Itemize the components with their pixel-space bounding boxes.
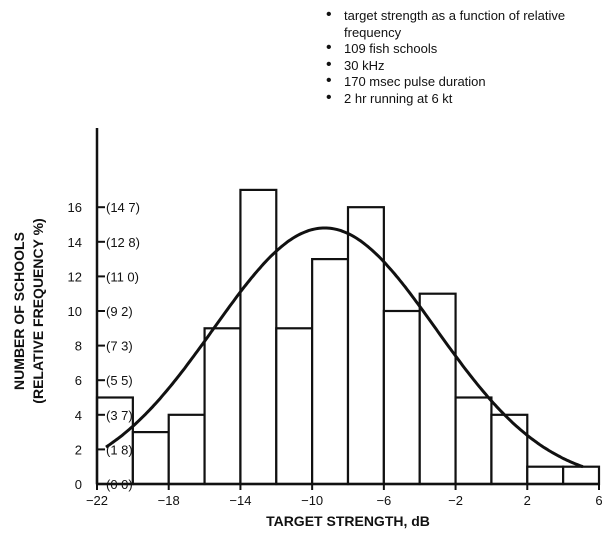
histogram-bar: [131, 431, 170, 486]
y-tick-relative: (9 2): [106, 304, 133, 319]
x-tick-label: −22: [86, 493, 108, 508]
y-tick-count: 2: [75, 442, 82, 457]
histogram-bar: [562, 465, 601, 486]
x-tick-label: −2: [448, 493, 463, 508]
annotation-5: 2 hr running at 6 kt: [326, 90, 602, 108]
y-tick-count: 14: [68, 235, 82, 250]
x-tick-label: −14: [229, 493, 251, 508]
x-axis-title: TARGET STRENGTH, dB: [266, 513, 430, 529]
y-tick-count: 8: [75, 339, 82, 354]
y-tick-count: 12: [68, 269, 82, 284]
y-tick-relative: (1 8): [106, 442, 133, 457]
chart-annotations: target strength as a function of relativ…: [326, 7, 602, 108]
histogram-bar: [454, 396, 493, 486]
y-axis-title-line2: (RELATIVE FREQUENCY %): [30, 218, 46, 403]
x-tick-label: 6: [595, 493, 602, 508]
annotation-4: 170 msec pulse duration: [326, 73, 602, 91]
y-tick-relative: (5 5): [106, 373, 133, 388]
histogram-bar: [239, 188, 278, 486]
x-tick-label: −6: [376, 493, 391, 508]
annotation-2: 109 fish schools: [326, 40, 602, 58]
histogram-bar: [526, 465, 565, 486]
annotation-3: 30 kHz: [326, 57, 602, 75]
y-tick-count: 6: [75, 373, 82, 388]
annotation-1: target strength as a function of relativ…: [326, 7, 602, 41]
histogram-bar: [311, 258, 350, 486]
y-tick-relative: (14 7): [106, 200, 140, 215]
y-tick-relative: (3 7): [106, 408, 133, 423]
y-tick-relative: (0 0): [106, 477, 133, 492]
histogram-bar: [203, 327, 242, 486]
histogram-bar: [346, 206, 385, 486]
histogram-bar: [167, 413, 206, 486]
x-tick-label: −10: [301, 493, 323, 508]
histogram-bars: [95, 188, 601, 486]
histogram-bar: [490, 413, 529, 486]
y-tick-relative: (7 3): [106, 339, 133, 354]
y-tick-count: 0: [75, 477, 82, 492]
histogram-bar: [382, 309, 421, 486]
y-axis-title-line1: NUMBER OF SCHOOLS: [11, 232, 27, 390]
y-tick-count: 10: [68, 304, 82, 319]
histogram-bar: [418, 292, 457, 486]
y-tick-count: 16: [68, 200, 82, 215]
y-tick-relative: (12 8): [106, 235, 140, 250]
histogram-bar: [275, 327, 314, 486]
fitted-normal-curve: [105, 226, 584, 469]
tick-labels: 0 (0 0) 2 (1 8) 4 (3 7) 6 (5 5) 8 (7 3) 10 (9 2) 12 (…: [68, 200, 603, 508]
x-tick-label: −18: [158, 493, 180, 508]
y-tick-relative: (11 0): [106, 269, 139, 284]
x-tick-label: 2: [524, 493, 531, 508]
y-tick-count: 4: [75, 408, 82, 423]
